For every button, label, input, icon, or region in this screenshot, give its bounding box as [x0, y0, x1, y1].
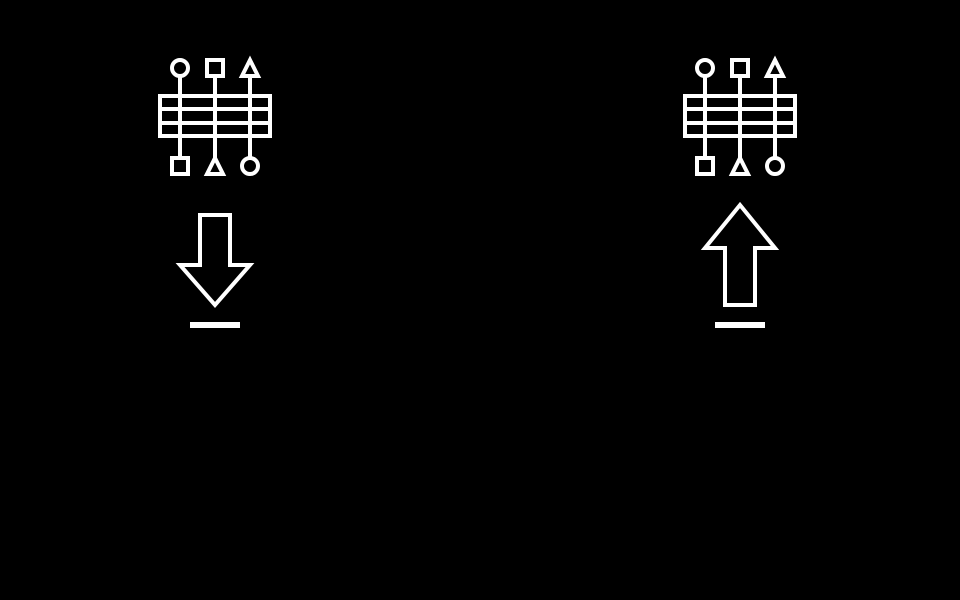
diagram-canvas [0, 0, 960, 600]
